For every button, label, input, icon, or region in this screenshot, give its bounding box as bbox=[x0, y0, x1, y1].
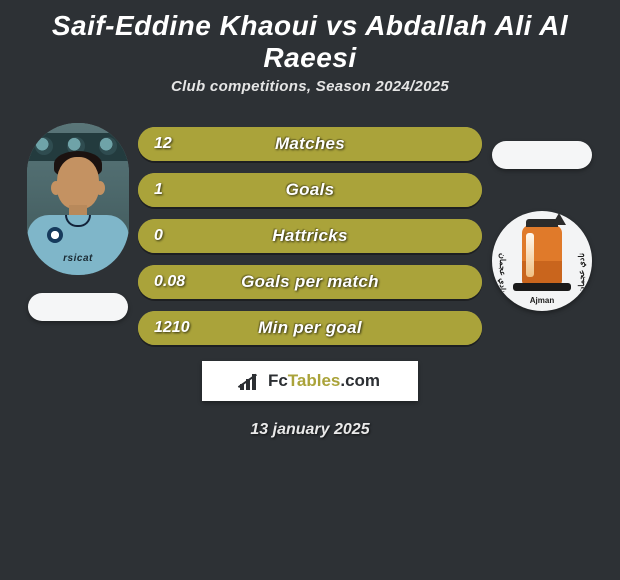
stat-bar: Matches12 bbox=[138, 127, 482, 161]
stat-value-left: 12 bbox=[138, 127, 188, 161]
stat-value-right bbox=[450, 219, 482, 253]
team-pill-right bbox=[492, 141, 592, 169]
stat-value-left: 0.08 bbox=[138, 265, 201, 299]
stat-bar: Goals per match0.08 bbox=[138, 265, 482, 299]
subtitle: Club competitions, Season 2024/2025 bbox=[0, 78, 620, 123]
club-script: Ajman bbox=[492, 296, 592, 305]
comparison-card: Saif-Eddine Khaoui vs Abdallah Ali Al Ra… bbox=[0, 0, 620, 439]
stat-label: Matches bbox=[138, 127, 482, 161]
club-logo-right: نادي عجمان نادي عجمان Ajman bbox=[492, 211, 592, 311]
player-photo-left bbox=[27, 123, 129, 275]
stat-bar: Hattricks0 bbox=[138, 219, 482, 253]
brand-part-b: Tables bbox=[288, 371, 341, 390]
stat-value-right bbox=[450, 311, 482, 345]
stat-value-right bbox=[450, 265, 482, 299]
stat-value-right bbox=[450, 173, 482, 207]
stat-bar: Min per goal1210 bbox=[138, 311, 482, 345]
bar-chart-icon bbox=[240, 372, 262, 390]
left-side bbox=[18, 123, 138, 321]
stat-value-left: 1210 bbox=[138, 311, 206, 345]
stat-label: Hattricks bbox=[138, 219, 482, 253]
stat-bar: Goals1 bbox=[138, 173, 482, 207]
date-label: 13 january 2025 bbox=[0, 421, 620, 439]
brand-text: FcTables.com bbox=[268, 371, 380, 391]
stat-bars: Matches12 Goals1 Hattricks0 Goals per match… bbox=[138, 123, 482, 345]
brand-box[interactable]: FcTables.com bbox=[202, 361, 418, 401]
brand-part-a: Fc bbox=[268, 371, 288, 390]
club-arabic-right: نادي عجمان bbox=[577, 253, 586, 293]
team-pill-left bbox=[28, 293, 128, 321]
stat-value-right bbox=[450, 127, 482, 161]
brand-part-c: .com bbox=[340, 371, 380, 390]
stat-value-left: 1 bbox=[138, 173, 179, 207]
stat-value-left: 0 bbox=[138, 219, 179, 253]
right-side: نادي عجمان نادي عجمان Ajman bbox=[482, 123, 602, 311]
main-row: Matches12 Goals1 Hattricks0 Goals per match… bbox=[0, 123, 620, 345]
page-title: Saif-Eddine Khaoui vs Abdallah Ali Al Ra… bbox=[0, 0, 620, 78]
stat-label: Goals bbox=[138, 173, 482, 207]
club-arabic-left: نادي عجمان bbox=[498, 253, 507, 293]
